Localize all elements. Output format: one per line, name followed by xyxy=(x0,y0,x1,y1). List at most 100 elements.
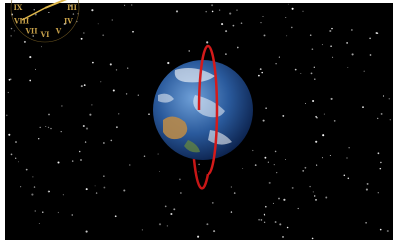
star xyxy=(8,92,9,93)
star xyxy=(314,67,315,68)
star xyxy=(80,159,82,161)
star xyxy=(279,57,280,58)
star xyxy=(298,208,299,209)
star xyxy=(236,9,237,10)
star xyxy=(79,151,81,153)
star xyxy=(370,54,372,56)
star xyxy=(103,187,105,189)
star xyxy=(264,157,266,159)
star xyxy=(14,30,15,31)
star xyxy=(275,63,276,64)
clock-numeral: VIII xyxy=(13,17,29,26)
star xyxy=(39,223,40,224)
star xyxy=(316,117,317,118)
star xyxy=(176,10,178,12)
star xyxy=(265,206,267,208)
star xyxy=(129,164,130,165)
star xyxy=(115,215,117,217)
star xyxy=(15,141,17,143)
star xyxy=(213,230,215,232)
star xyxy=(18,161,19,162)
star xyxy=(349,147,350,148)
star xyxy=(57,161,59,163)
star xyxy=(258,75,260,77)
star xyxy=(50,128,51,129)
star xyxy=(332,57,333,58)
star xyxy=(305,103,306,104)
star xyxy=(206,41,208,43)
star xyxy=(292,8,294,10)
star xyxy=(24,41,26,43)
star xyxy=(300,73,301,74)
star xyxy=(6,115,7,116)
star xyxy=(179,179,181,181)
star xyxy=(29,56,31,58)
star xyxy=(305,167,307,169)
star xyxy=(314,195,315,196)
star xyxy=(84,84,86,86)
star xyxy=(8,134,10,136)
star xyxy=(103,142,105,144)
star xyxy=(242,168,243,169)
star xyxy=(265,108,266,109)
star xyxy=(331,28,332,29)
star xyxy=(100,81,101,82)
star xyxy=(274,164,275,165)
star xyxy=(158,154,159,155)
star xyxy=(231,211,232,212)
star xyxy=(322,157,323,158)
star xyxy=(148,113,150,115)
star xyxy=(132,31,134,33)
star xyxy=(330,155,331,156)
star xyxy=(389,98,390,99)
star xyxy=(229,13,231,15)
star xyxy=(81,85,83,87)
star xyxy=(144,156,145,157)
star xyxy=(41,46,42,47)
star xyxy=(15,158,16,159)
star xyxy=(285,17,286,18)
star xyxy=(116,69,117,70)
star xyxy=(48,114,50,116)
star xyxy=(11,35,12,36)
star xyxy=(112,20,113,21)
star xyxy=(273,203,274,204)
star xyxy=(276,172,277,173)
star xyxy=(48,12,49,13)
clock-numeral: IX xyxy=(14,3,23,12)
star xyxy=(212,202,214,204)
star xyxy=(324,114,325,115)
star xyxy=(205,11,207,13)
star xyxy=(352,53,354,55)
star xyxy=(346,157,347,158)
star xyxy=(96,192,97,193)
star xyxy=(264,222,265,223)
star xyxy=(35,210,36,211)
star xyxy=(369,38,371,40)
star xyxy=(48,190,50,192)
scene: IXVIIIVIIVIVIVIII xyxy=(0,0,399,244)
clock-numeral: VII xyxy=(25,26,38,35)
star xyxy=(285,159,286,160)
star xyxy=(279,223,281,225)
star xyxy=(286,35,287,36)
star xyxy=(376,32,378,34)
star xyxy=(381,113,383,115)
star xyxy=(261,219,263,221)
star xyxy=(198,171,199,172)
star xyxy=(316,165,317,166)
star xyxy=(291,27,293,29)
star xyxy=(180,192,181,193)
star xyxy=(383,95,384,96)
star xyxy=(260,22,261,23)
star xyxy=(81,38,83,40)
star xyxy=(269,182,271,184)
star xyxy=(344,175,346,177)
star xyxy=(303,11,304,12)
star xyxy=(312,48,314,50)
star xyxy=(31,194,33,196)
clock-numeral: IV xyxy=(64,17,73,26)
star xyxy=(206,223,208,225)
star xyxy=(275,151,277,153)
star xyxy=(362,106,364,108)
